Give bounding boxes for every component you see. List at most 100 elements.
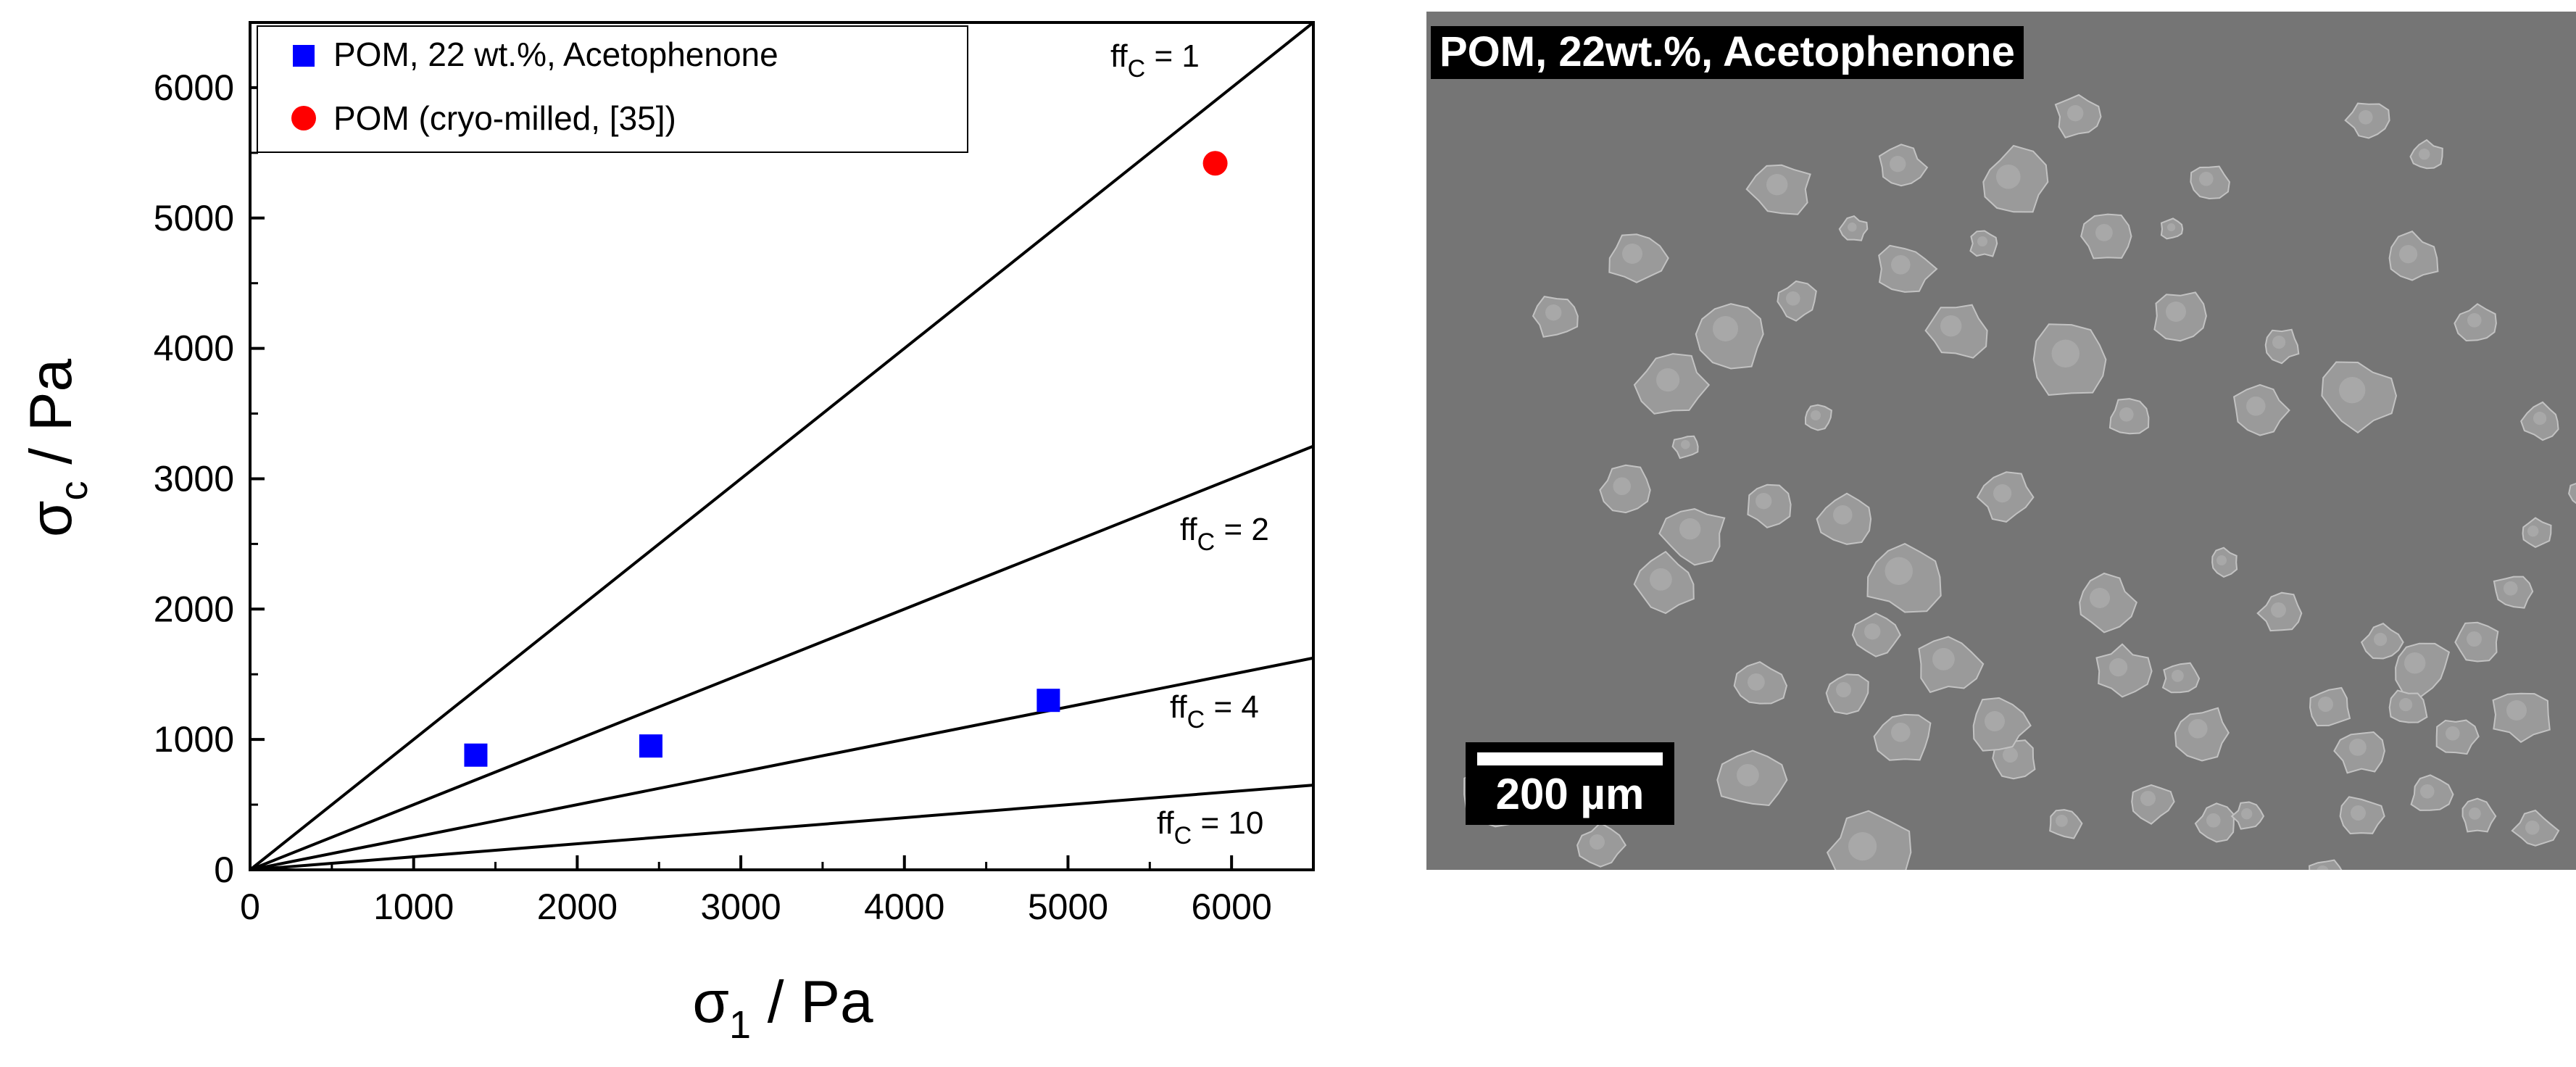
sem-particle-highlight (2317, 865, 2329, 870)
legend: POM, 22 wt.%, Acetophenone POM (cryo-mil… (257, 25, 968, 153)
x-tick-label: 5000 (1028, 887, 1108, 927)
y-tick-label: 2000 (154, 589, 234, 629)
sem-particle-highlight (2419, 149, 2430, 160)
sem-particle-highlight (2339, 377, 2366, 404)
ffc-line-2 (249, 444, 1314, 871)
sem-particle-highlight (2399, 245, 2418, 264)
sem-particle-highlight (2271, 602, 2286, 618)
sem-particle-highlight (1545, 304, 1562, 321)
ffc-label-4: ffC = 4 (1170, 689, 1259, 734)
sem-particle-highlight (2420, 784, 2435, 799)
sem-particle-highlight (1993, 484, 2012, 503)
axes (249, 21, 1315, 871)
sem-particle-highlight (2467, 313, 2482, 328)
y-axis-label-unit: / Pa (18, 358, 84, 481)
ffc-line-10 (249, 784, 1314, 871)
sem-particle (2131, 784, 2175, 825)
data-point-series-1 (1036, 689, 1060, 713)
x-tick-label: 4000 (864, 887, 944, 927)
sem-particle-highlight (2119, 407, 2134, 422)
sem-particle-highlight (2241, 808, 2253, 820)
y-tick-labels: 0 1000 2000 3000 4000 5000 6000 (154, 67, 234, 890)
scale-bar-label: 200 µm (1495, 770, 1645, 818)
x-tick-label: 3000 (700, 887, 781, 927)
sem-particle-highlight (1891, 723, 1911, 742)
sem-particle-highlight (2533, 412, 2547, 425)
sem-particle-highlight (1932, 648, 1955, 670)
sem-particle (2309, 859, 2343, 870)
sem-particle-highlight (1766, 174, 1788, 196)
sem-particle-highlight (2067, 105, 2084, 122)
sem-particle-highlight (1622, 244, 1642, 264)
x-axis-label-symbol: σ (692, 969, 729, 1035)
sem-particle-highlight (1650, 568, 1672, 591)
sem-particle-highlight (1756, 493, 1772, 510)
data-point-series-1 (464, 743, 488, 767)
legend-label-series-2: POM (cryo-milled, [35]) (333, 99, 676, 137)
sem-particle-highlight (1713, 316, 1738, 341)
x-tick-label: 6000 (1192, 887, 1272, 927)
x-axis-label: σ1 / Pa (692, 969, 873, 1047)
legend-marker-square (293, 45, 315, 67)
sem-particle-highlight (1848, 223, 1857, 232)
scale-bar-box: 200 µm (1466, 742, 1674, 825)
sem-particle-highlight (1811, 410, 1821, 420)
sem-particle-highlight (2469, 807, 2481, 820)
x-axis-label-unit: / Pa (751, 969, 873, 1035)
scale-bar (1477, 752, 1663, 765)
sem-particle-highlight (2446, 726, 2460, 741)
sem-particle-highlight (2090, 588, 2110, 608)
legend-label-series-1: POM, 22 wt.%, Acetophenone (333, 36, 778, 73)
sem-particle-highlight (2140, 791, 2156, 806)
ffc-reference-lines (249, 21, 1315, 871)
y-tick-label: 3000 (154, 458, 234, 499)
sem-particle-highlight (2051, 339, 2080, 368)
ffc-line-1 (249, 21, 1315, 871)
x-tick-label: 2000 (537, 887, 618, 927)
data-points (464, 151, 1228, 767)
sem-particle-highlight (1836, 682, 1851, 697)
sem-particle-highlight (1590, 834, 1605, 850)
sem-particle-highlight (2003, 747, 2018, 763)
y-tick-label: 1000 (154, 719, 234, 760)
sem-particle-highlight (2206, 813, 2221, 828)
x-tick-labels: 0 1000 2000 3000 4000 5000 6000 (240, 887, 1272, 927)
ffc-label-10: ffC = 10 (1157, 805, 1263, 850)
sem-particle-highlight (2056, 815, 2068, 827)
sem-particle-highlight (1885, 557, 1913, 585)
x-axis-label-subscript: 1 (729, 1003, 751, 1047)
sem-micrograph: POM, 22wt.%, Acetophenone 200 µm (1426, 12, 2576, 870)
x-tick-label: 1000 (373, 887, 454, 927)
ffc-reference-labels: ffC = 1 ffC = 2 ffC = 4 ffC = 10 (1110, 38, 1269, 850)
sem-particle-highlight (2467, 631, 2482, 647)
y-tick-label: 5000 (154, 198, 234, 238)
sem-particle-highlight (2351, 805, 2366, 821)
legend-box (257, 25, 968, 153)
sem-particle-highlight (2404, 652, 2426, 674)
plot-frame (249, 21, 1315, 871)
sem-particle (2568, 483, 2576, 505)
sem-particle-highlight (1613, 477, 1631, 495)
sem-particle-highlight (1996, 165, 2021, 189)
sem-particle-highlight (1864, 623, 1881, 640)
sem-title: POM, 22wt.%, Acetophenone (1431, 26, 2024, 79)
sem-particle-highlight (1890, 156, 1906, 173)
sem-particle-highlight (2095, 224, 2113, 241)
sem-particle-highlight (2349, 739, 2367, 756)
sem-particle-highlight (1833, 505, 1853, 525)
sem-particle-highlight (2399, 698, 2413, 712)
sem-particle-highlight (1848, 832, 1877, 861)
legend-marker-circle (291, 106, 316, 130)
sem-particle-highlight (2216, 555, 2227, 565)
sem-particle-highlight (1977, 236, 1987, 246)
sem-particle-highlight (2199, 172, 2214, 186)
sem-particle-highlight (2109, 658, 2128, 677)
sem-particle-highlight (2525, 821, 2540, 835)
sem-particle-highlight (1656, 368, 1680, 392)
sem-particle-highlight (1985, 711, 2005, 731)
sem-particle-highlight (2272, 336, 2286, 349)
ffc-line-4 (249, 656, 1314, 871)
sem-particle-highlight (2172, 670, 2184, 682)
y-tick-label: 0 (214, 850, 234, 890)
y-axis-label: σc / Pa (18, 358, 96, 537)
